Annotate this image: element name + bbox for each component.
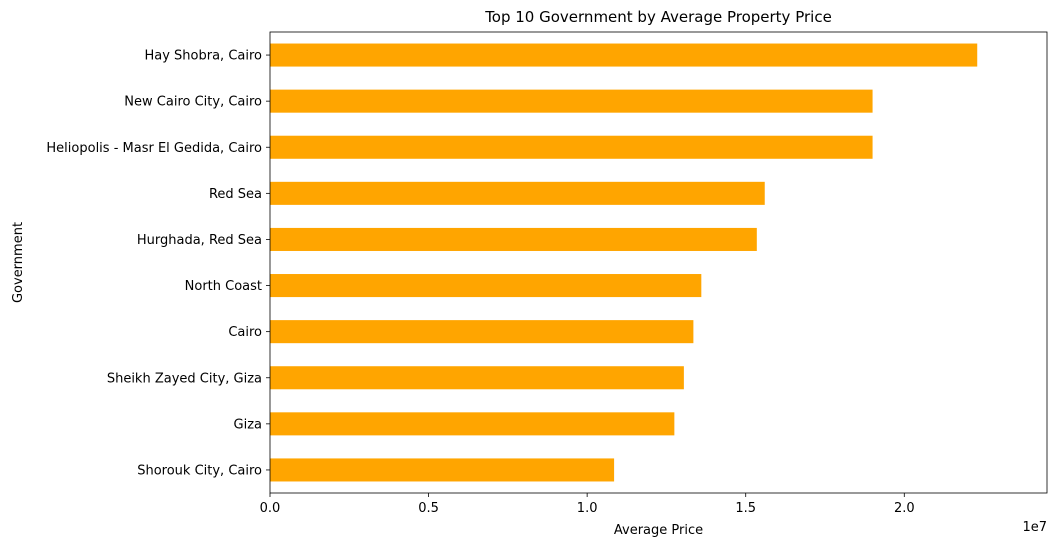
bar xyxy=(270,274,702,298)
x-tick-label: 1.5 xyxy=(735,501,756,516)
bar xyxy=(270,89,873,113)
y-tick-label: Hurghada, Red Sea xyxy=(137,233,262,248)
bar xyxy=(270,135,873,159)
x-tick-label: 2.0 xyxy=(894,501,915,516)
bar xyxy=(270,412,675,436)
bar xyxy=(270,181,765,205)
y-tick-label: Hay Shobra, Cairo xyxy=(144,49,262,64)
chart-title: Top 10 Government by Average Property Pr… xyxy=(484,8,832,26)
y-tick-label: Cairo xyxy=(228,325,262,340)
y-tick-label: Red Sea xyxy=(209,187,262,202)
x-tick-label: 0.5 xyxy=(418,501,439,516)
x-axis-ticks: 0.0 0.5 1.0 1.5 2.0 xyxy=(260,493,915,516)
bar xyxy=(270,227,757,251)
x-tick-label: 1.0 xyxy=(577,501,598,516)
y-tick-label: Giza xyxy=(234,417,262,432)
y-tick-label: Sheikh Zayed City, Giza xyxy=(107,371,262,386)
x-axis-scale-label: 1e7 xyxy=(1022,520,1047,535)
bars-group xyxy=(270,43,978,482)
bar xyxy=(270,458,615,482)
x-tick-label: 0.0 xyxy=(260,501,281,516)
y-axis-ticks: Hay Shobra, Cairo New Cairo City, Cairo He… xyxy=(46,49,270,478)
bar xyxy=(270,320,694,344)
plot-frame xyxy=(269,31,1048,494)
bar xyxy=(270,43,978,67)
y-tick-label: New Cairo City, Cairo xyxy=(124,95,262,110)
y-tick-label: Heliopolis - Masr El Gedida, Cairo xyxy=(46,141,262,156)
y-tick-label: North Coast xyxy=(185,279,262,294)
x-axis-label: Average Price xyxy=(614,523,703,538)
bar xyxy=(270,366,684,390)
y-axis-label: Government xyxy=(11,222,26,303)
y-tick-label: Shorouk City, Cairo xyxy=(137,463,262,478)
